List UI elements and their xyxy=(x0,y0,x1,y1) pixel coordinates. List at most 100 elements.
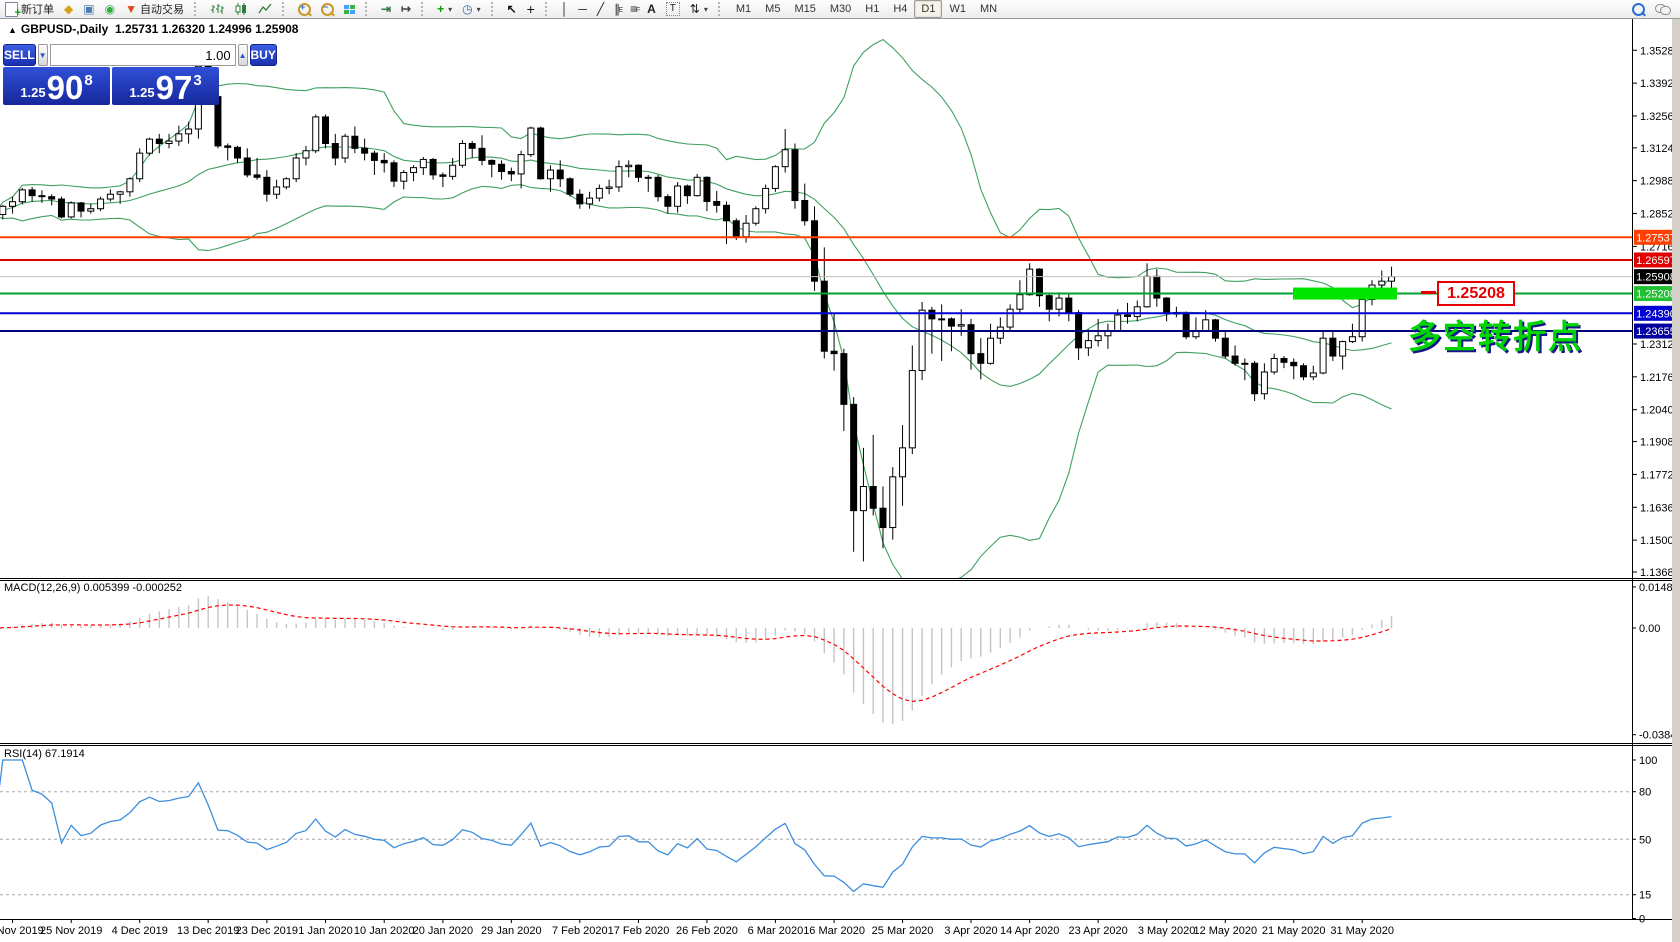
tile-windows-icon xyxy=(343,4,355,14)
svg-text:1.17720: 1.17720 xyxy=(1640,469,1680,481)
channel-tool-button[interactable]: ∥ E xyxy=(609,1,625,17)
buy-price-big: 97 xyxy=(155,69,193,106)
turning-point-annotation[interactable]: 多空转折点 xyxy=(1408,318,1583,355)
zoom-in-button[interactable]: + xyxy=(293,1,316,17)
auto-trading-label: 自动交易 xyxy=(139,4,184,16)
candlestick-mode-button[interactable] xyxy=(229,1,253,17)
toolbar-separator xyxy=(544,2,553,16)
zoom-out-button[interactable]: − xyxy=(316,1,339,17)
sell-price-box[interactable]: 1.25 90 8 xyxy=(3,67,110,105)
svg-text:15 Nov 2019: 15 Nov 2019 xyxy=(0,925,44,937)
thick-green-level-bar[interactable] xyxy=(1293,287,1397,300)
buy-price-box[interactable]: 1.25 97 3 xyxy=(112,67,219,105)
svg-text:1.32560: 1.32560 xyxy=(1640,111,1680,123)
timeframe-m15-button[interactable]: M15 xyxy=(794,3,816,15)
timeframe-d1-button[interactable]: D1 xyxy=(914,0,943,18)
timeframe-mn-button[interactable]: MN xyxy=(979,3,998,15)
horizontal-line-tool-button[interactable]: ─ xyxy=(573,1,592,17)
market-watch-button[interactable]: ◆ xyxy=(59,1,78,17)
price-level-callout[interactable]: 1.25208 xyxy=(1437,281,1515,306)
fibonacci-icon: ≡ F xyxy=(630,2,641,16)
toolbar: 新订单 ◆ ▣ ◉ ▼ 自动交易 + − ⇥ ↦ +▾ ◷▾ ↖ + │ ─ ╱… xyxy=(0,0,1680,20)
macd-indicator xyxy=(0,596,1393,724)
volume-increase-button[interactable]: ▲ xyxy=(237,44,248,66)
arrows-icon: ⇅ xyxy=(689,2,700,16)
rsi-value: 67.1914 xyxy=(44,748,85,760)
svg-text:1.20400: 1.20400 xyxy=(1640,405,1680,417)
candlestick-icon xyxy=(235,3,246,15)
text-label-tool-button[interactable]: T xyxy=(661,1,685,17)
auto-scroll-button[interactable]: ⇥ xyxy=(376,1,396,17)
chat-icon xyxy=(1655,4,1671,15)
svg-text:0.0148: 0.0148 xyxy=(1639,582,1673,594)
new-order-button[interactable]: 新订单 xyxy=(0,1,59,20)
svg-text:3 Apr 2020: 3 Apr 2020 xyxy=(944,925,997,937)
svg-text:1.35280: 1.35280 xyxy=(1640,45,1680,57)
cube-icon: ◆ xyxy=(64,2,74,16)
timeframe-m1-button[interactable]: M1 xyxy=(735,3,752,15)
timeframe-w1-button[interactable]: W1 xyxy=(949,3,966,15)
vertical-line-tool-button[interactable]: │ xyxy=(556,1,574,17)
svg-text:21 May 2020: 21 May 2020 xyxy=(1262,925,1326,937)
cursor-tool-button[interactable]: ↖ xyxy=(502,1,522,17)
svg-text:1.21760: 1.21760 xyxy=(1640,372,1680,384)
collapse-triangle-icon: ▲ xyxy=(8,25,17,35)
svg-text:100: 100 xyxy=(1639,755,1657,767)
svg-text:15: 15 xyxy=(1639,890,1651,902)
text-label-icon: T xyxy=(665,2,680,16)
indicators-button[interactable]: + ▾ xyxy=(432,1,457,17)
volume-input[interactable] xyxy=(49,44,236,66)
svg-text:0.00: 0.00 xyxy=(1639,623,1660,635)
volume-decrease-button[interactable]: ▼ xyxy=(37,44,48,66)
svg-text:31 May 2020: 31 May 2020 xyxy=(1330,925,1394,937)
svg-text:6 Mar 2020: 6 Mar 2020 xyxy=(748,925,804,937)
price-axis[interactable]: 1.35280 1.33920 1.32560 1.31240 1.29880 1.285… xyxy=(1632,45,1680,926)
tile-windows-button[interactable] xyxy=(339,1,360,17)
toolbar-separator xyxy=(717,2,726,16)
signals-button[interactable]: ◉ xyxy=(100,1,120,17)
text-tool-button[interactable]: A xyxy=(642,1,661,17)
crosshair-icon: + xyxy=(526,1,535,17)
rsi-name: RSI(14) xyxy=(4,748,42,760)
terminal-button[interactable]: ▣ xyxy=(78,1,99,17)
svg-text:20 Jan 2020: 20 Jan 2020 xyxy=(413,925,474,937)
chart-shift-button[interactable]: ↦ xyxy=(396,1,416,17)
bar-chart-mode-button[interactable] xyxy=(205,1,229,17)
indicators-icon: + xyxy=(437,2,445,16)
svg-text:12 May 2020: 12 May 2020 xyxy=(1193,925,1257,937)
arrows-tool-button[interactable]: ⇅ ▾ xyxy=(685,1,713,17)
svg-text:0: 0 xyxy=(1639,914,1645,926)
rsi-indicator xyxy=(0,759,1632,896)
text-icon: A xyxy=(647,2,656,16)
auto-scroll-icon: ⇥ xyxy=(380,2,392,16)
timeframe-m30-button[interactable]: M30 xyxy=(829,3,852,15)
fibonacci-tool-button[interactable]: ≡ F xyxy=(625,1,642,17)
dropdown-arrow-icon: ▾ xyxy=(476,4,481,14)
search-button[interactable] xyxy=(1627,1,1650,17)
search-icon xyxy=(1632,2,1645,16)
svg-text:1.25208: 1.25208 xyxy=(1636,289,1676,301)
one-click-trading-panel: SELL ▼ ▲ BUY 1.25 90 8 1.25 97 3 xyxy=(3,44,277,105)
crosshair-tool-button[interactable]: + xyxy=(522,1,540,17)
chat-button[interactable] xyxy=(1650,1,1674,17)
auto-trading-button[interactable]: ▼ 自动交易 xyxy=(120,1,189,17)
chart-shift-icon: ↦ xyxy=(401,2,412,16)
zoom-out-icon: − xyxy=(320,2,334,16)
trendline-tool-button[interactable]: ╱ xyxy=(592,1,609,17)
symbol-period-label: GBPUSD-,Daily xyxy=(20,22,109,36)
buy-price-sup: 3 xyxy=(193,72,202,89)
periods-button[interactable]: ◷ ▾ xyxy=(457,1,486,17)
line-chart-icon xyxy=(258,3,272,14)
sell-button[interactable]: SELL xyxy=(3,44,36,66)
svg-text:25 Nov 2019: 25 Nov 2019 xyxy=(40,925,102,937)
line-chart-mode-button[interactable] xyxy=(253,1,277,17)
horizontal-line-icon: ─ xyxy=(578,2,587,16)
buy-button[interactable]: BUY xyxy=(249,44,277,66)
timeframe-m5-button[interactable]: M5 xyxy=(765,3,781,15)
window-edge-strip xyxy=(1672,18,1680,942)
timeframe-h4-button[interactable]: H4 xyxy=(893,3,908,15)
timeframe-h1-button[interactable]: H1 xyxy=(865,3,880,15)
